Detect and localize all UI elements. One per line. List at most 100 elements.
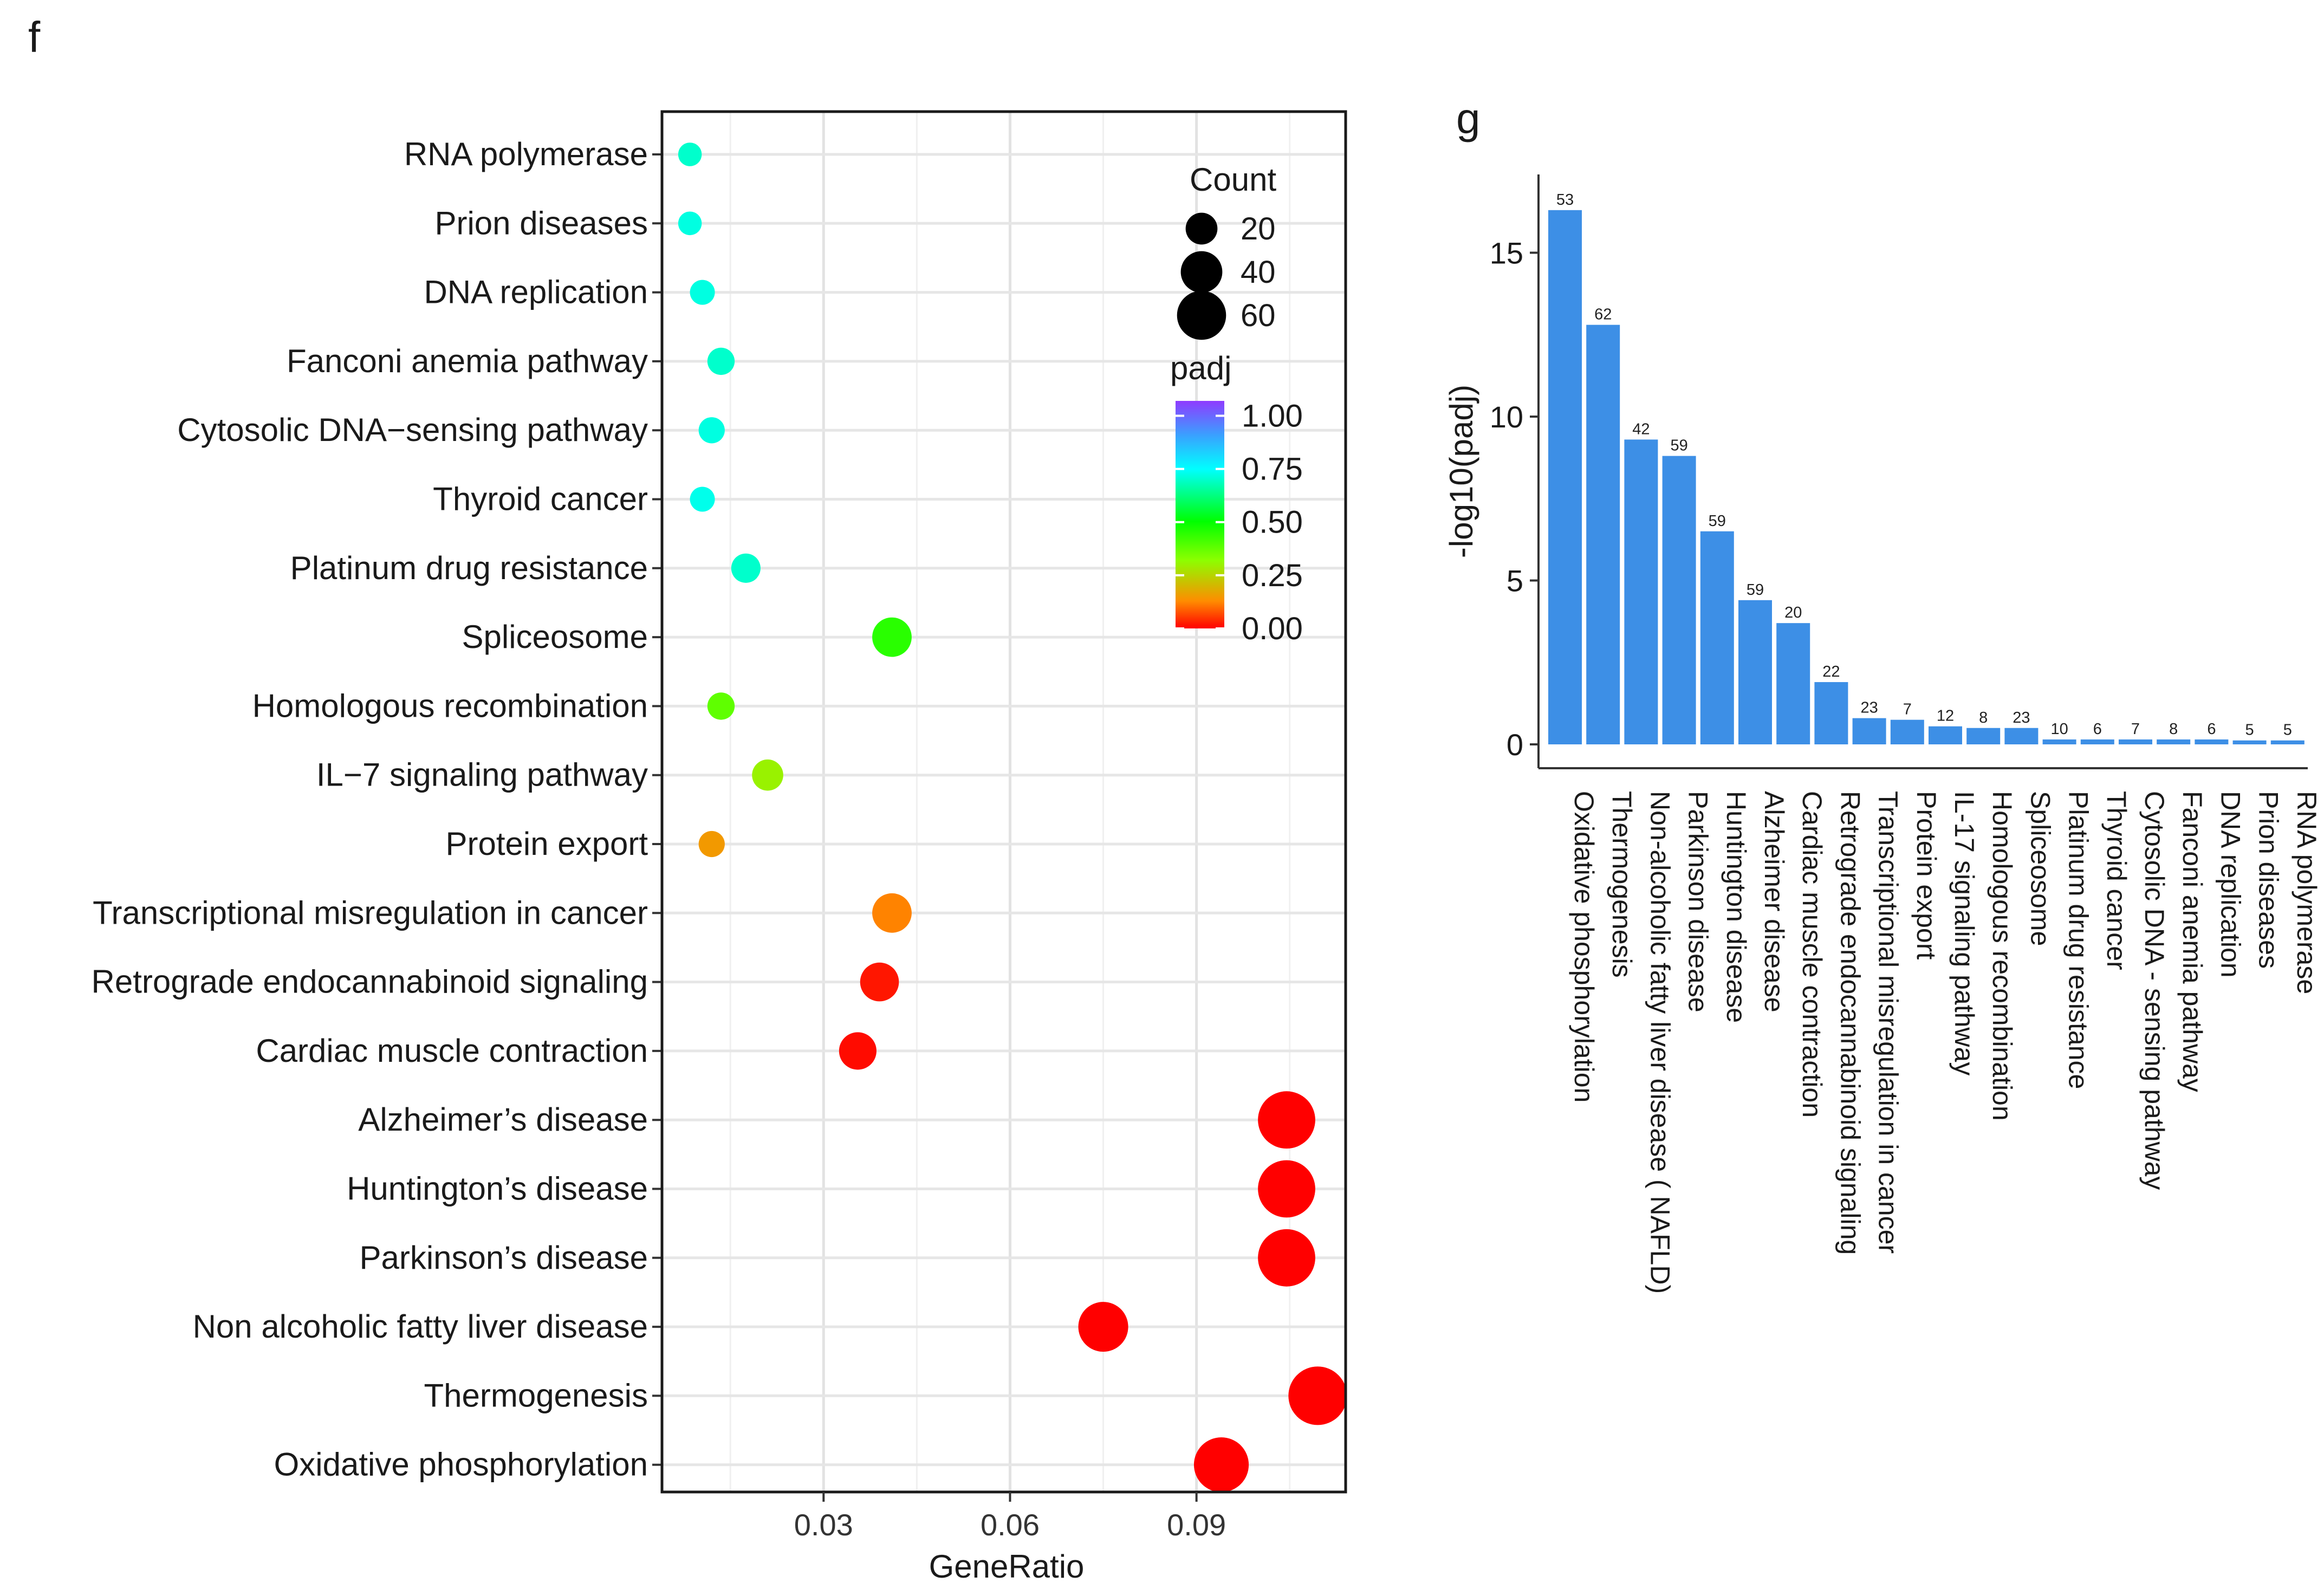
bar	[1662, 456, 1696, 744]
bar-category-label: IL-17 signaling pathway	[1949, 791, 1979, 1075]
bar-value-label: 59	[1709, 512, 1726, 530]
bar-chart-y-ticks: 0 5 10 15	[1490, 236, 1538, 762]
x-tick-label: 0.03	[794, 1508, 853, 1542]
bar	[2232, 740, 2267, 744]
category-label: IL−7 signaling pathway	[316, 757, 648, 793]
data-point	[1258, 1160, 1315, 1218]
bar	[2042, 739, 2076, 744]
bar-value-label: 42	[1632, 420, 1650, 438]
bar-category-label: Oxidative phosphorylation	[1569, 791, 1599, 1102]
data-point	[1258, 1091, 1315, 1149]
category-label: Protein export	[445, 826, 648, 862]
legend-count-label: 20	[1241, 211, 1276, 246]
bar	[2195, 739, 2229, 744]
bar-value-label: 6	[2093, 721, 2102, 738]
bar	[1624, 439, 1658, 744]
data-point	[698, 417, 725, 444]
legend-count-dot	[1177, 290, 1226, 340]
bar-chart-value-labels: 53 62 42 59 59 59 20 22 23 7 12 8 23 10 6 7 8 6 5 5	[1556, 191, 2292, 739]
colorbar-tick-label: 1.00	[1242, 398, 1303, 433]
legend-count-label: 40	[1241, 255, 1276, 290]
data-point	[872, 893, 912, 933]
category-label: Oxidative phosphorylation	[274, 1446, 648, 1483]
bar-value-label: 59	[1670, 437, 1687, 455]
bar-value-label: 8	[1979, 709, 1988, 726]
dot-plot-y-ticks	[652, 153, 662, 1466]
category-label: Non alcoholic fatty liver disease	[193, 1308, 648, 1345]
category-label: Transcriptional misregulation in cancer	[93, 894, 648, 931]
bar-value-label: 7	[1903, 701, 1912, 718]
colorbar-tick-label: 0.25	[1242, 558, 1303, 593]
bar-value-label: 7	[2131, 721, 2140, 738]
bar-category-label: Huntington disease	[1721, 791, 1751, 1023]
bar-chart-bars	[1548, 210, 2304, 745]
legend-count-label: 60	[1241, 298, 1276, 333]
bar-category-label: Spliceosome	[2025, 791, 2055, 946]
bar	[1700, 531, 1734, 744]
bar	[1890, 719, 1924, 744]
bar-category-label: Non-alcoholic fatty liver disease ( NAFL…	[1645, 791, 1675, 1294]
category-label: Cytosolic DNA−sensing pathway	[177, 412, 648, 448]
colorbar-tick-label: 0.00	[1242, 611, 1303, 646]
category-label: RNA polymerase	[404, 136, 648, 172]
data-point	[1288, 1366, 1347, 1425]
data-point	[678, 142, 702, 166]
bar-value-label: 5	[2283, 722, 2292, 739]
bar-category-label: Thyroid cancer	[2101, 791, 2132, 970]
bar	[1852, 718, 1886, 744]
padj-colorbar	[1176, 401, 1224, 628]
panel-letter-g: g	[1456, 94, 1481, 142]
bar	[1776, 623, 1810, 744]
data-point	[707, 692, 735, 720]
dot-plot-background	[662, 112, 1346, 1492]
data-point	[698, 831, 725, 858]
category-label: Thyroid cancer	[433, 481, 648, 517]
dot-plot-x-ticks: 0.03 0.06 0.09	[794, 1492, 1226, 1542]
category-label: Parkinson’s disease	[359, 1240, 648, 1276]
bar-value-label: 23	[1860, 699, 1878, 717]
dot-plot-legend: Count 20 40 60 padj 1.00 0.75 0.50 0.25 0.00	[1170, 161, 1303, 646]
legend-count-dot	[1180, 251, 1223, 293]
bar-category-label: Prion diseases	[2254, 791, 2284, 969]
data-point	[1258, 1229, 1315, 1287]
x-tick-label: 0.09	[1167, 1508, 1226, 1542]
y-tick-label: 0	[1507, 728, 1523, 762]
data-point	[872, 617, 912, 657]
bar-value-label: 8	[2169, 721, 2178, 738]
bar-category-label: Transcriptional misregulation in cancer	[1873, 791, 1904, 1254]
bar-value-label: 23	[2013, 709, 2030, 726]
category-label: Spliceosome	[462, 619, 648, 655]
bar-category-label: Platinum drug resistance	[2063, 791, 2094, 1089]
y-axis-title: -log10(padj)	[1443, 385, 1479, 558]
bar	[2080, 739, 2114, 744]
bar-category-label: Homologous recombination	[1987, 791, 2017, 1121]
legend-padj-title: padj	[1170, 350, 1231, 386]
dot-plot-gridlines	[662, 112, 1346, 1492]
category-label: DNA replication	[424, 274, 648, 310]
colorbar-tick-label: 0.50	[1242, 505, 1303, 540]
dot-plot-category-labels: RNA polymerase Prion diseases DNA replicat…	[92, 136, 648, 1483]
data-point	[839, 1032, 877, 1070]
bar-value-label: 59	[1747, 581, 1764, 599]
bar	[2119, 739, 2152, 744]
category-label: Platinum drug resistance	[290, 550, 648, 586]
data-point	[690, 280, 715, 305]
category-label: Thermogenesis	[424, 1377, 648, 1413]
bar-category-label: Thermogenesis	[1607, 791, 1637, 978]
legend-count-levels: 20 40 60	[1177, 211, 1276, 340]
bar	[2157, 739, 2191, 744]
bar-value-label: 20	[1784, 604, 1802, 621]
data-point	[1078, 1302, 1128, 1352]
category-label: Huntington’s disease	[347, 1171, 648, 1207]
bar-category-label: Cardiac muscle contraction	[1797, 791, 1827, 1118]
bar	[1548, 210, 1582, 745]
panel-letter-f: f	[28, 13, 41, 61]
bar-value-label: 10	[2050, 721, 2068, 738]
bar-value-label: 6	[2207, 721, 2216, 738]
bar	[1814, 682, 1848, 744]
category-label: Homologous recombination	[252, 687, 648, 724]
bar-value-label: 5	[2245, 722, 2254, 739]
bar-category-label: Alzheimer disease	[1759, 791, 1789, 1013]
